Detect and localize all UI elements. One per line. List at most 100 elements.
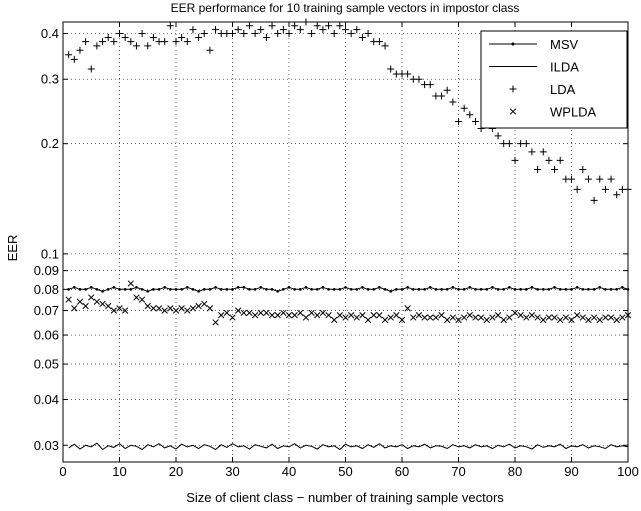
data-point bbox=[534, 314, 541, 321]
data-point bbox=[568, 316, 575, 324]
data-point bbox=[251, 29, 259, 37]
data-point bbox=[138, 296, 146, 303]
data-point bbox=[579, 314, 586, 321]
data-point bbox=[602, 314, 609, 321]
data-point bbox=[619, 314, 626, 321]
data-point bbox=[432, 314, 440, 321]
data-point bbox=[400, 288, 404, 291]
data-point bbox=[127, 38, 135, 46]
data-point bbox=[325, 312, 332, 319]
data-point bbox=[457, 288, 460, 291]
data-point bbox=[505, 140, 513, 148]
data-point bbox=[99, 38, 107, 46]
legend-marker bbox=[511, 42, 515, 46]
data-point bbox=[172, 38, 180, 46]
data-point bbox=[218, 312, 225, 319]
data-point bbox=[410, 314, 417, 321]
data-point bbox=[528, 312, 536, 319]
data-point bbox=[466, 312, 473, 319]
data-point bbox=[604, 288, 607, 291]
data-point bbox=[443, 86, 451, 94]
series-lda bbox=[65, 18, 632, 204]
y-tick-label: 0.09 bbox=[34, 263, 59, 278]
data-point bbox=[404, 70, 412, 78]
data-point bbox=[449, 314, 457, 321]
data-point bbox=[314, 312, 321, 319]
data-point bbox=[587, 288, 590, 291]
data-point bbox=[225, 288, 229, 291]
data-point bbox=[372, 288, 376, 291]
legend-label: WPLDA bbox=[550, 105, 597, 120]
data-point bbox=[189, 26, 197, 34]
data-point bbox=[494, 312, 502, 319]
legend-box bbox=[480, 30, 628, 129]
data-point bbox=[347, 29, 355, 37]
data-point bbox=[395, 288, 398, 291]
x-axis-label: Size of client class − number of trainin… bbox=[186, 490, 504, 505]
data-point bbox=[342, 314, 349, 321]
data-point bbox=[389, 290, 393, 293]
data-point bbox=[522, 140, 530, 148]
data-point bbox=[491, 286, 494, 289]
data-point bbox=[127, 280, 134, 287]
data-point bbox=[398, 316, 406, 324]
series-ilda bbox=[68, 442, 629, 451]
data-point bbox=[263, 309, 270, 317]
data-point bbox=[87, 65, 95, 73]
data-point bbox=[364, 316, 372, 324]
data-point bbox=[67, 288, 70, 291]
data-point bbox=[144, 302, 151, 310]
data-point bbox=[157, 288, 161, 291]
data-point bbox=[268, 22, 276, 30]
x-tick-label: 30 bbox=[225, 464, 239, 479]
data-point bbox=[313, 22, 321, 30]
data-point bbox=[460, 314, 468, 321]
data-point bbox=[412, 288, 415, 291]
data-point bbox=[246, 309, 253, 317]
data-point bbox=[438, 92, 446, 100]
data-point bbox=[621, 286, 624, 289]
data-point bbox=[166, 22, 174, 30]
data-point bbox=[234, 307, 242, 314]
data-point bbox=[138, 29, 146, 37]
data-point bbox=[279, 26, 287, 34]
data-point bbox=[280, 309, 287, 317]
data-point bbox=[468, 286, 472, 289]
data-point bbox=[506, 314, 513, 321]
data-point bbox=[152, 288, 155, 291]
grid bbox=[63, 22, 628, 462]
data-point bbox=[259, 286, 263, 289]
data-point bbox=[607, 175, 615, 183]
data-point bbox=[240, 29, 248, 37]
data-point bbox=[556, 156, 564, 164]
chart-title: EER performance for 10 training sample v… bbox=[171, 1, 520, 15]
data-point bbox=[366, 288, 370, 291]
data-point bbox=[423, 288, 426, 291]
data-point bbox=[387, 314, 394, 321]
data-point bbox=[325, 22, 333, 30]
data-point bbox=[285, 312, 293, 319]
data-point bbox=[167, 305, 174, 312]
data-point bbox=[474, 288, 477, 291]
data-point bbox=[455, 117, 462, 125]
data-point bbox=[299, 288, 302, 291]
data-point bbox=[257, 309, 264, 317]
data-point bbox=[551, 166, 559, 174]
x-tick-label: 70 bbox=[451, 464, 465, 479]
data-point bbox=[477, 314, 485, 321]
data-point bbox=[353, 26, 361, 34]
data-point bbox=[319, 26, 327, 34]
series-line-msv bbox=[68, 286, 629, 292]
data-point bbox=[70, 55, 78, 63]
data-point bbox=[525, 288, 528, 291]
data-point bbox=[585, 316, 592, 324]
data-point bbox=[274, 29, 282, 37]
data-point bbox=[511, 309, 519, 317]
data-point bbox=[184, 307, 191, 314]
data-point bbox=[212, 26, 220, 34]
data-point bbox=[466, 111, 474, 119]
data-point bbox=[82, 302, 89, 310]
data-point bbox=[545, 314, 553, 321]
data-point bbox=[539, 148, 547, 156]
data-point bbox=[99, 300, 106, 308]
